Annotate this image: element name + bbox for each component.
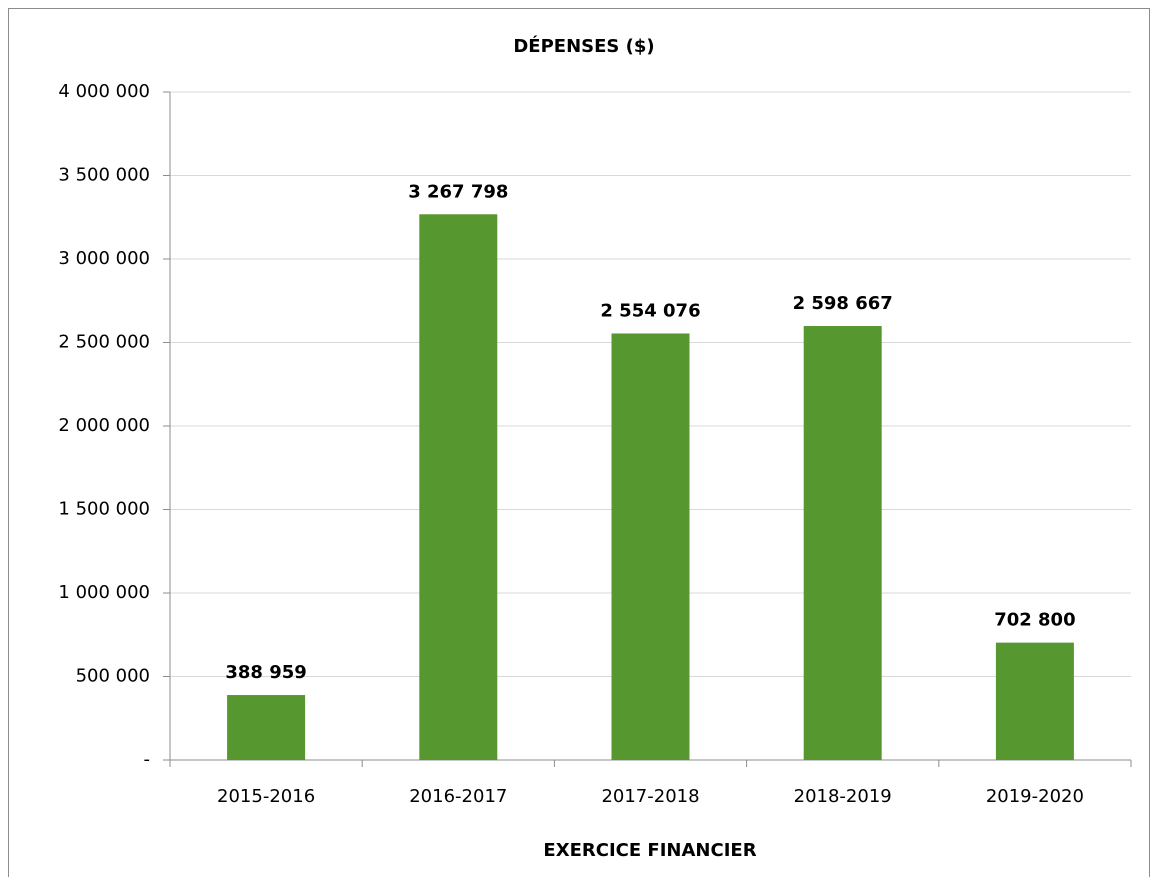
x-axis-title: EXERCICE FINANCIER xyxy=(543,840,756,861)
bar xyxy=(611,333,690,760)
x-tick-label: 2016-2017 xyxy=(409,786,507,807)
bar xyxy=(227,695,306,760)
x-tick-label: 2015-2016 xyxy=(217,786,315,807)
bar xyxy=(419,214,498,761)
data-label: 388 959 xyxy=(225,662,306,683)
y-tick-label: 1 000 000 xyxy=(58,582,150,603)
y-tick-label: 4 000 000 xyxy=(58,81,150,102)
y-tick-label: 3 500 000 xyxy=(58,165,150,186)
x-tick-label: 2018-2019 xyxy=(794,786,892,807)
x-tick-label: 2017-2018 xyxy=(601,786,699,807)
bar xyxy=(995,642,1074,760)
data-label: 3 267 798 xyxy=(408,181,508,202)
y-tick-label: 500 000 xyxy=(76,666,150,687)
y-tick-label: 3 000 000 xyxy=(58,248,150,269)
chart-title: DÉPENSES ($) xyxy=(513,35,654,57)
y-tick-label: 2 000 000 xyxy=(58,415,150,436)
chart-border xyxy=(8,8,1150,877)
data-label: 2 554 076 xyxy=(600,300,700,321)
y-tick-label: - xyxy=(144,749,151,770)
data-label: 2 598 667 xyxy=(793,293,893,314)
x-tick-label: 2019-2020 xyxy=(986,786,1084,807)
y-tick-label: 2 500 000 xyxy=(58,332,150,353)
data-label: 702 800 xyxy=(994,610,1075,631)
bar xyxy=(803,326,882,760)
y-tick-label: 1 500 000 xyxy=(58,499,150,520)
